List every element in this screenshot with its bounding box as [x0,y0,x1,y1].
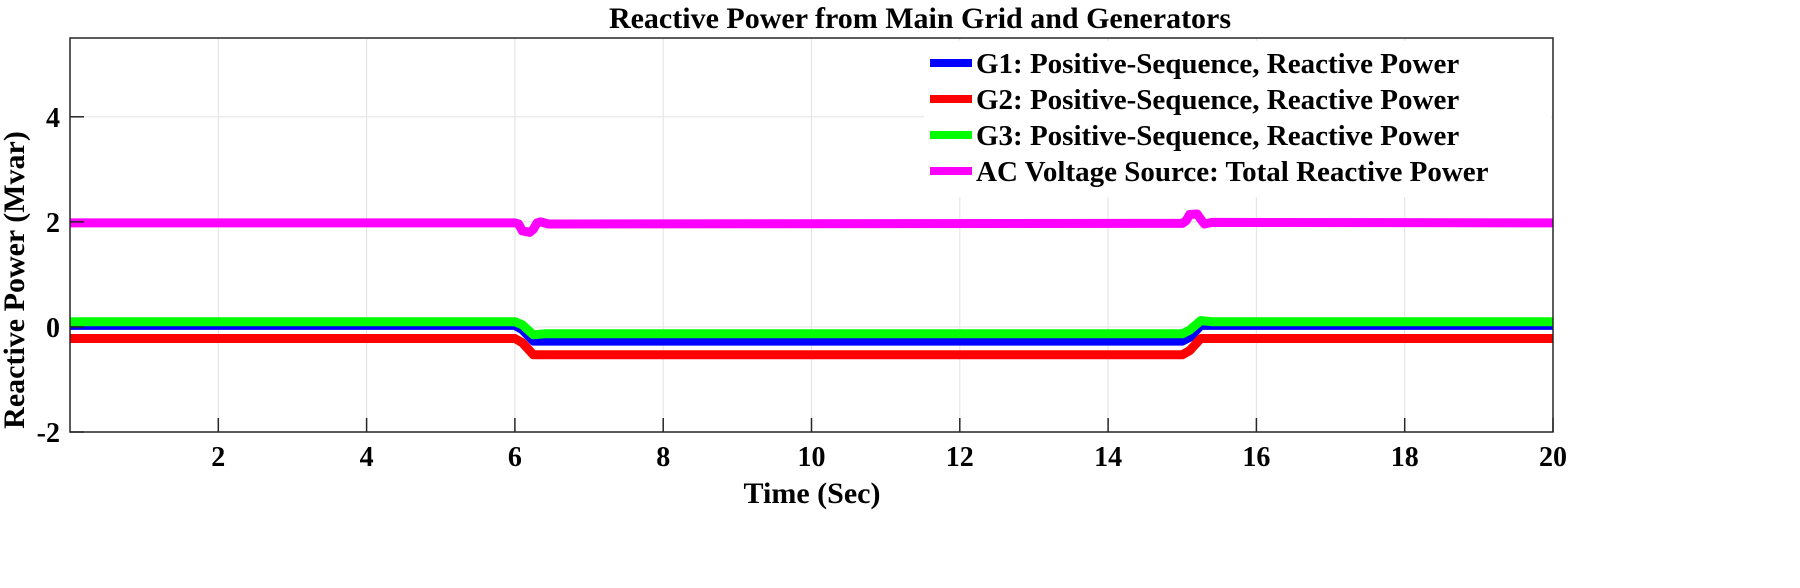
legend-label-1: G1: Positive-Sequence, Reactive Power [976,48,1459,80]
x-axis-label: Time (Sec) [744,477,881,510]
chart-title: Reactive Power from Main Grid and Genera… [609,2,1231,35]
x-tick-label: 8 [656,442,670,473]
axis-ticks [70,116,1554,433]
legend-label-4: AC Voltage Source: Total Reactive Power [976,156,1489,188]
series-lines [70,209,1554,360]
series-line-3 [70,316,1553,340]
x-tick-label: 16 [1242,442,1270,473]
y-tick-label: 2 [46,208,60,239]
series-line-4 [70,209,1554,237]
x-tick-label: 4 [360,442,374,473]
tick-labels: 2 4 6 8 10 12 14 16 18 20 -2 0 2 4 [37,103,1567,473]
legend-label-3: G3: Positive-Sequence, Reactive Power [976,120,1459,152]
x-tick-label: 14 [1094,442,1122,473]
y-tick-label: 0 [46,313,60,344]
x-tick-label: 12 [946,442,974,473]
series-line-2 [70,334,1553,360]
y-tick-label: -2 [37,418,60,449]
x-tick-label: 6 [508,442,522,473]
y-tick-label: 4 [46,103,60,134]
x-tick-label: 18 [1391,442,1419,473]
x-tick-label: 10 [798,442,826,473]
legend: G1: Positive-Sequence, Reactive Power G2:… [924,41,1551,197]
y-axis-label: Reactive Power (Mvar) [0,131,31,429]
x-tick-label: 2 [211,442,225,473]
legend-box [924,41,1551,197]
x-tick-label: 20 [1539,442,1567,473]
legend-label-2: G2: Positive-Sequence, Reactive Power [976,84,1459,116]
